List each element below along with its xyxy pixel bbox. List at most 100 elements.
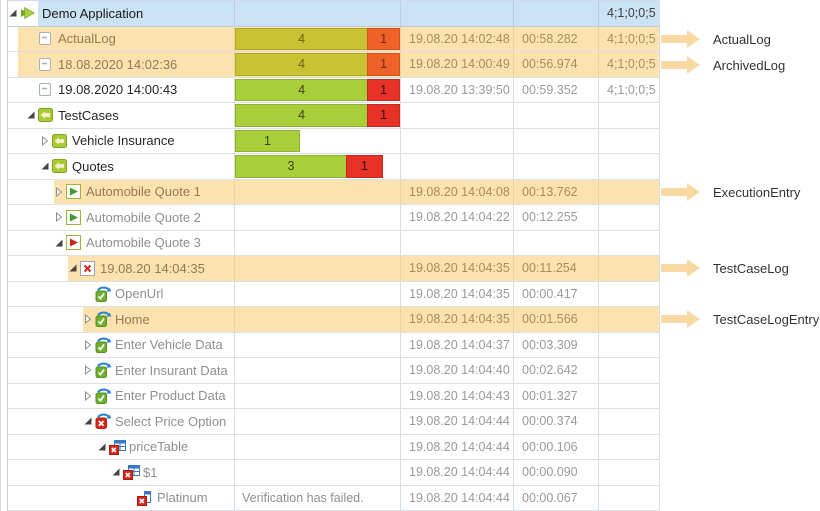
failed-count: 1 [367, 53, 400, 76]
passed-count: 4 [235, 27, 369, 50]
starttime-cell: 19.08.20 13:39:50 [400, 77, 513, 102]
callout-arrow-icon [661, 310, 700, 328]
failed-count: 1 [367, 104, 400, 127]
result-cell [234, 281, 400, 306]
result-cell [234, 1, 400, 26]
callout-label: TestCaseLogEntry [713, 311, 820, 327]
starttime-cell: 19.08.20 14:02:48 [400, 26, 513, 51]
duration-cell: 00:59.352 [513, 77, 598, 102]
counts-cell [598, 128, 660, 153]
row-label: Home [115, 311, 150, 327]
expander-expanded-icon[interactable] [68, 263, 80, 273]
tree-row-automobile-quote-1[interactable]: Automobile Quote 1 19.08.20 14:04:08 00:… [8, 179, 660, 205]
callout-actuallog: ActualLog [661, 29, 771, 49]
tree-row-enter-product-data[interactable]: Enter Product Data 19.08.20 14:04:43 00:… [8, 383, 660, 409]
passed-count: 4 [235, 104, 369, 127]
execution-entry-failed-icon [66, 235, 84, 251]
tree-row-enter-insurant-data[interactable]: Enter Insurant Data 19.08.20 14:04:40 00… [8, 358, 660, 384]
expander-collapsed-icon[interactable] [83, 314, 95, 325]
tree-row-table-row-1[interactable]: $1 19.08.20 14:04:44 00:00.090 [8, 460, 660, 486]
duration-cell: 00:12.255 [513, 205, 598, 230]
tree-row-openurl[interactable]: OpenUrl 19.08.20 14:04:35 00:00.417 [8, 281, 660, 307]
row-label: TestCases [58, 107, 119, 123]
starttime-cell [400, 103, 513, 128]
result-cell [234, 409, 400, 434]
expander-expanded-icon[interactable] [83, 416, 95, 426]
row-label: $1 [143, 464, 158, 480]
passed-count: 1 [235, 129, 300, 152]
teststep-failed-icon [95, 413, 113, 430]
row-label: Enter Product Data [115, 388, 226, 404]
expander-collapsed-icon[interactable] [54, 186, 66, 197]
expander-expanded-icon[interactable] [54, 238, 66, 248]
counts-cell [598, 485, 660, 510]
row-label: 19.08.2020 14:00:43 [58, 82, 178, 98]
expander-collapsed-icon[interactable] [83, 339, 95, 350]
starttime-cell: 19.08.20 14:04:44 [400, 460, 513, 485]
duration-cell [513, 103, 598, 128]
result-cell [234, 256, 400, 281]
starttime-cell: 19.08.20 14:04:40 [400, 358, 513, 383]
passed-count: 4 [235, 53, 369, 76]
duration-cell: 00:56.974 [513, 52, 598, 77]
counts-cell [598, 230, 660, 255]
tree-row-pricetable[interactable]: priceTable 19.08.20 14:04:44 00:00.106 [8, 434, 660, 460]
tree-row-demo-application[interactable]: Demo Application 4;1;0;0;5 [8, 1, 660, 27]
tree-row-platinum[interactable]: Platinum Verification has failed. 19.08.… [8, 485, 660, 511]
starttime-cell: 19.08.20 14:04:08 [400, 179, 513, 204]
table-row-verification-failed-icon [123, 464, 141, 481]
expander-expanded-icon[interactable] [8, 8, 20, 18]
starttime-cell [400, 128, 513, 153]
tree-row-automobile-quote-2[interactable]: Automobile Quote 2 19.08.20 14:04:22 00:… [8, 205, 660, 231]
callout-label: ActualLog [713, 31, 771, 47]
starttime-cell [400, 1, 513, 26]
counts-cell [598, 307, 660, 332]
starttime-cell: 19.08.20 14:04:43 [400, 383, 513, 408]
teststep-passed-icon [95, 286, 113, 302]
expander-collapsed-icon[interactable] [83, 365, 95, 376]
result-cell [234, 332, 400, 357]
expander-expanded-icon[interactable] [97, 442, 109, 452]
teststep-passed-icon [95, 311, 113, 328]
log-document-icon [38, 82, 56, 97]
expander-collapsed-icon[interactable] [83, 390, 95, 401]
verification-message: Verification has failed. [242, 490, 364, 505]
expander-collapsed-icon[interactable] [54, 212, 66, 223]
counts-cell: 4;1;0;0;5 [598, 52, 660, 77]
expander-expanded-icon[interactable] [111, 467, 123, 477]
result-cell [234, 383, 400, 408]
tree-row-enter-vehicle-data[interactable]: Enter Vehicle Data 19.08.20 14:04:37 00:… [8, 332, 660, 358]
callout-arrow-icon [661, 30, 700, 48]
expander-expanded-icon[interactable] [40, 161, 52, 171]
tree-row-select-price-option[interactable]: Select Price Option 19.08.20 14:04:44 00… [8, 409, 660, 435]
counts-cell [598, 409, 660, 434]
expander-expanded-icon[interactable] [26, 110, 38, 120]
tree-row-vehicle-insurance[interactable]: Vehicle Insurance 1 [8, 128, 660, 154]
starttime-cell: 19.08.20 14:04:44 [400, 409, 513, 434]
expander-collapsed-icon[interactable] [40, 135, 52, 146]
counts-cell: 4;1;0;0;5 [598, 77, 660, 102]
duration-cell: 00:01.566 [513, 307, 598, 332]
result-cell [234, 434, 400, 459]
tree-row-automobile-quote-3[interactable]: Automobile Quote 3 [8, 230, 660, 256]
tree-row-home[interactable]: Home 19.08.20 14:04:35 00:01.566 [8, 307, 660, 333]
row-label: Select Price Option [115, 413, 227, 429]
result-cell [234, 230, 400, 255]
tree-row-testcase-log[interactable]: 19.08.20 14:04:35 19.08.20 14:04:35 00:1… [8, 256, 660, 282]
row-label: 18.08.2020 14:02:36 [58, 56, 178, 72]
counts-cell [598, 460, 660, 485]
duration-cell [513, 230, 598, 255]
failed-count: 1 [367, 27, 400, 50]
duration-cell: 00:00.090 [513, 460, 598, 485]
counts-cell [598, 205, 660, 230]
testcase-folder-icon [38, 108, 56, 123]
counts-cell [598, 256, 660, 281]
